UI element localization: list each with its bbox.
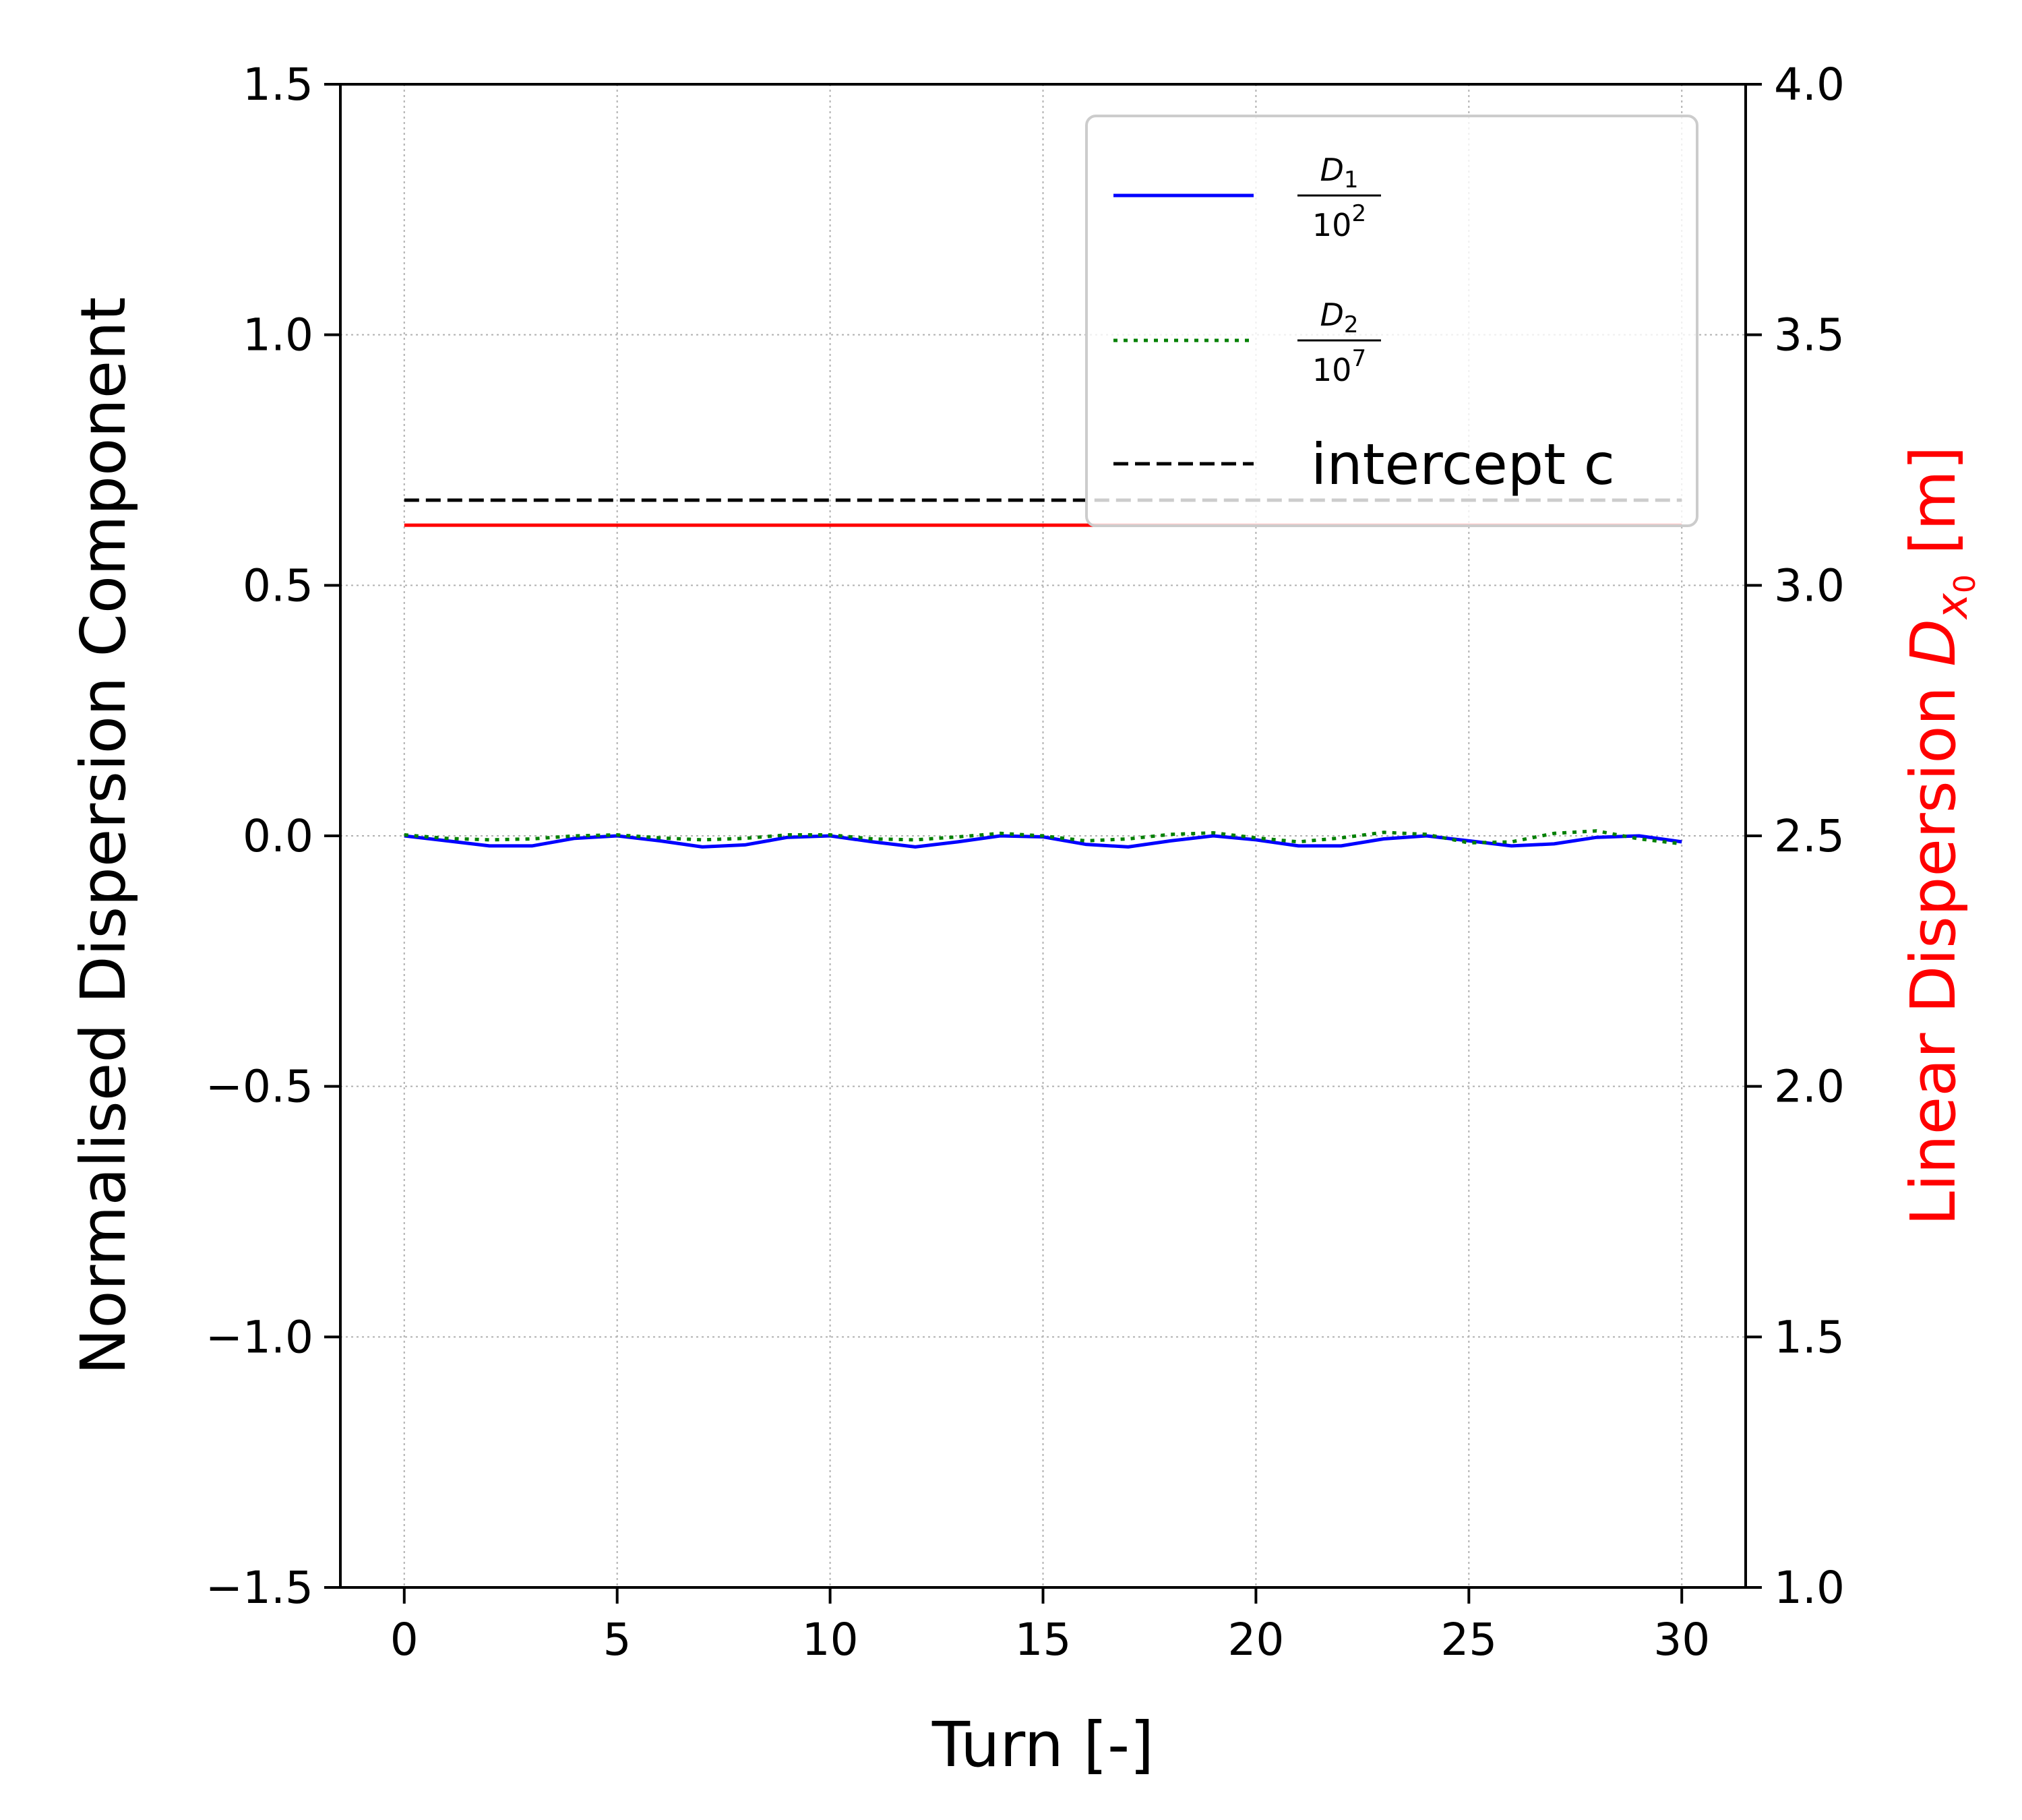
y-right-tick-label: 2.0 bbox=[1774, 1061, 1845, 1113]
x-tick-label: 25 bbox=[1440, 1614, 1497, 1666]
y-tick-label: 1.5 bbox=[243, 59, 313, 111]
y-right-tick-label: 2.5 bbox=[1774, 810, 1845, 862]
ticks: 0 5 10 15 20 25 30 1.5 1.0 0.5 0.0 −0.5 −1.0 −1.5 4.0 3… bbox=[206, 59, 1845, 1666]
x-tick-label: 15 bbox=[1015, 1614, 1072, 1666]
x-axis-title: Turn [-] bbox=[931, 1709, 1154, 1781]
x-tick-label: 20 bbox=[1227, 1614, 1284, 1666]
axis-titles: Turn [-] Normalised Dispersion Component L… bbox=[67, 297, 1982, 1781]
y-tick-label: −1.0 bbox=[206, 1311, 313, 1363]
x-tick-label: 5 bbox=[603, 1614, 632, 1666]
y-tick-label: −0.5 bbox=[206, 1061, 313, 1113]
legend-box bbox=[1085, 115, 1698, 527]
y-axis-title: Normalised Dispersion Component bbox=[67, 297, 140, 1374]
legend-label-numerator: D1 bbox=[1320, 152, 1358, 193]
y-right-tick-label: 1.5 bbox=[1774, 1311, 1845, 1363]
legend-label-denominator: 107 bbox=[1312, 345, 1366, 388]
y-right-tick-label: 1.0 bbox=[1774, 1562, 1845, 1614]
y-tick-label: −1.5 bbox=[206, 1562, 313, 1614]
y-tick-label: 0.0 bbox=[243, 810, 313, 862]
legend-label-denominator: 102 bbox=[1312, 200, 1366, 243]
y-right-axis-title: Linear Dispersion Dx0 [m] bbox=[1897, 446, 1982, 1225]
y-right-tick-label: 3.0 bbox=[1774, 559, 1845, 611]
y-right-tick-label: 3.5 bbox=[1774, 309, 1845, 361]
legend: D1 102 D2 107 intercept c bbox=[1085, 115, 1698, 527]
x-tick-label: 30 bbox=[1653, 1614, 1710, 1666]
y-tick-label: 0.5 bbox=[243, 559, 313, 611]
y-tick-label: 1.0 bbox=[243, 309, 313, 361]
legend-label-numerator: D2 bbox=[1320, 297, 1358, 338]
x-tick-label: 10 bbox=[802, 1614, 859, 1666]
y-right-tick-label: 4.0 bbox=[1774, 59, 1845, 111]
x-tick-label: 0 bbox=[390, 1614, 419, 1666]
series-line-d2-10-7 bbox=[404, 829, 1682, 846]
legend-label: intercept c bbox=[1311, 431, 1615, 497]
